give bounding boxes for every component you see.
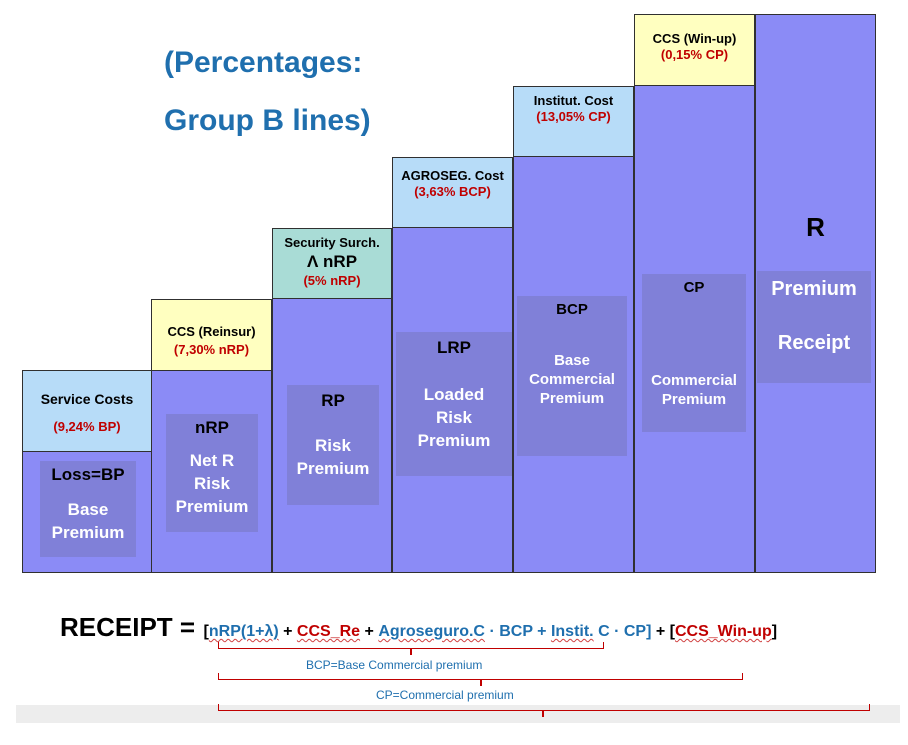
inner-line-1: Net R <box>189 451 235 470</box>
inner-line-3: Premium <box>539 390 605 407</box>
brace-cp <box>218 673 743 680</box>
receipt-formula: RECEIPT = [nRP(1+λ) + CCS_Re + Agrosegur… <box>60 612 900 644</box>
header-label: Institut. Cost <box>533 93 614 108</box>
inner-line-2: Premium <box>296 459 370 478</box>
inner-net-risk-premium: nRP Net R Risk Premium <box>166 414 258 532</box>
header-service-costs: Service Costs (9,24% BP) <box>22 370 152 452</box>
inner-line-1: Commercial <box>651 372 737 389</box>
inner-abbr: Loss=BP <box>51 465 125 484</box>
formula-plus-2: + <box>364 623 374 640</box>
inner-abbr: nRP <box>195 418 229 437</box>
header-ccs-win-up: CCS (Win-up) (0,15% CP) <box>634 14 755 86</box>
inner-line-2: Receipt <box>777 332 851 354</box>
header-pct: (7,30% nRP) <box>173 342 250 357</box>
inner-abbr: RP <box>321 391 345 410</box>
header-sub: Λ nRP <box>306 252 358 271</box>
inner-line-1: Loaded <box>423 385 485 404</box>
brace-cp-label: CP=Commercial premium <box>376 688 514 702</box>
formula-nrp: nRP(1+λ) <box>208 623 279 640</box>
header-label: Service Costs <box>40 391 134 407</box>
header-institut-cost: Institut. Cost (13,05% CP) <box>513 86 634 157</box>
inner-risk-premium: RP Risk Premium <box>287 385 379 505</box>
brace-cp-tick <box>480 680 482 686</box>
formula-lhs: RECEIPT = <box>60 612 196 642</box>
inner-line-1: Risk <box>315 436 351 455</box>
receipt-letter: R <box>806 212 825 242</box>
inner-abbr: BCP <box>556 301 588 318</box>
header-pct: (3,63% BCP) <box>414 184 491 199</box>
header-label: CCS (Reinsur) <box>167 324 256 339</box>
inner-base-commercial-premium: BCP Base Commercial Premium <box>517 296 627 456</box>
formula-agroseguro: Agroseguro.C <box>378 623 485 640</box>
brace-bcp-label: BCP=Base Commercial premium <box>306 658 483 672</box>
inner-line-1: Premium <box>771 278 857 300</box>
formula-c-cp: C · CP] <box>598 623 652 640</box>
inner-abbr: CP <box>683 279 705 296</box>
header-pct: (9,24% BP) <box>53 419 121 434</box>
header-security-surch: Security Surch. Λ nRP (5% nRP) <box>272 228 392 299</box>
brace-bcp-tick <box>410 649 412 655</box>
header-label: AGROSEG. Cost <box>401 168 504 183</box>
formula-ccs-win-up: CCS_Win-up <box>674 623 772 640</box>
brace-bcp <box>218 642 604 649</box>
inner-loaded-risk-premium: LRP Loaded Risk Premium <box>396 332 512 476</box>
inner-line-1: Base <box>554 352 590 369</box>
header-label: CCS (Win-up) <box>652 31 737 46</box>
inner-base-premium: Loss=BP Base Premium <box>40 461 136 557</box>
header-pct: (0,15% CP) <box>660 47 729 62</box>
title-line-2: Group B lines) <box>164 104 371 137</box>
inner-abbr: LRP <box>437 338 471 357</box>
header-pct: (5% nRP) <box>303 273 361 288</box>
formula-bcp: · BCP + <box>489 623 547 640</box>
inner-line-1: Base <box>67 500 109 519</box>
inner-commercial-premium: CP Commercial Premium <box>642 274 746 432</box>
formula-plus-3: + [ <box>655 623 675 640</box>
formula-close-bracket: ] <box>771 623 778 640</box>
footer-band <box>16 705 900 723</box>
formula-ccs-re: CCS_Re <box>296 623 361 640</box>
inner-line-2: Commercial <box>529 371 615 388</box>
inner-line-2: Premium <box>51 523 125 542</box>
inner-line-3: Premium <box>417 431 491 450</box>
brace-receipt-tick <box>542 711 544 717</box>
formula-plus-1: + <box>283 623 293 640</box>
inner-line-2: Premium <box>661 391 727 408</box>
inner-line-3: Premium <box>175 497 249 516</box>
header-pct: (13,05% CP) <box>536 109 611 124</box>
formula-instit: Instit. <box>550 623 594 640</box>
title-line-1: (Percentages: <box>164 46 363 79</box>
inner-premium-receipt: Premium Receipt <box>757 271 871 383</box>
brace-receipt <box>218 704 870 711</box>
header-agroseg-cost: AGROSEG. Cost (3,63% BCP) <box>392 157 513 228</box>
inner-line-2: Risk <box>194 474 230 493</box>
header-ccs-reinsur: CCS (Reinsur) (7,30% nRP) <box>151 299 272 371</box>
formula-open-bracket: [ <box>203 623 209 640</box>
inner-line-2: Risk <box>436 408 472 427</box>
header-label: Security Surch. <box>284 235 380 250</box>
